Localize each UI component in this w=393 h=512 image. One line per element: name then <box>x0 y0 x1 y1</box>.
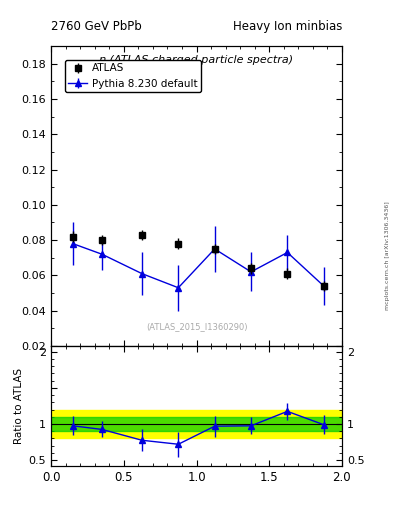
Legend: ATLAS, Pythia 8.230 default: ATLAS, Pythia 8.230 default <box>65 60 201 92</box>
Text: Heavy Ion minbias: Heavy Ion minbias <box>233 20 342 33</box>
Text: mcplots.cern.ch [arXiv:1306.3436]: mcplots.cern.ch [arXiv:1306.3436] <box>385 202 390 310</box>
Text: 2760 GeV PbPb: 2760 GeV PbPb <box>51 20 142 33</box>
Bar <box>51 410 342 438</box>
Bar <box>51 417 342 431</box>
Text: η (ATLAS charged particle spectra): η (ATLAS charged particle spectra) <box>99 55 294 65</box>
Text: (ATLAS_2015_I1360290): (ATLAS_2015_I1360290) <box>146 322 247 331</box>
Y-axis label: Ratio to ATLAS: Ratio to ATLAS <box>15 368 24 444</box>
